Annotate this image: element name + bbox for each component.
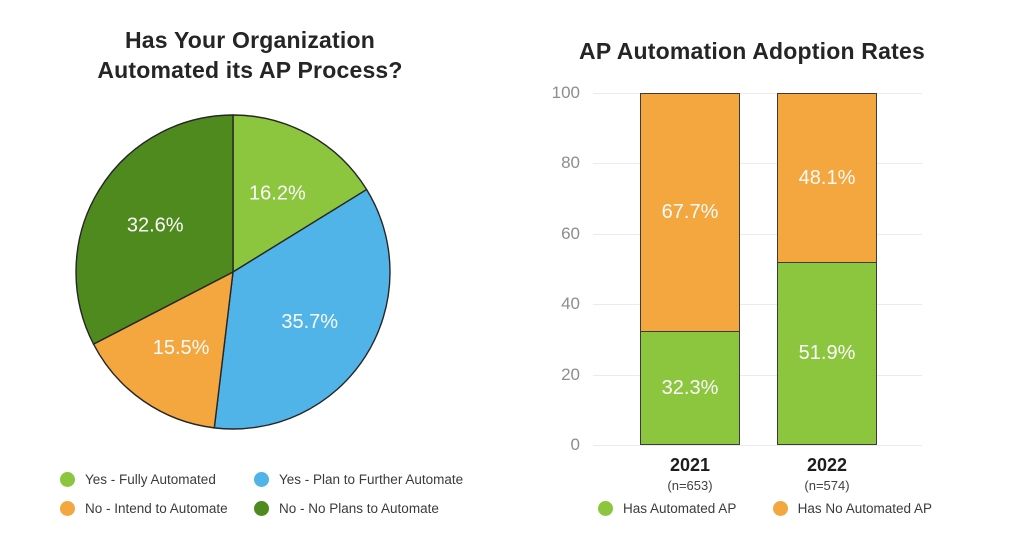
- bar-segment-value-label: 51.9%: [798, 342, 856, 365]
- y-axis-tick-40: 40: [561, 294, 580, 314]
- bar-segment-value-label: 32.3%: [661, 376, 719, 399]
- bar-legend-dot-icon: [598, 501, 613, 516]
- bar-segment-2021-not-automated: 67.7%: [640, 93, 740, 332]
- pie-slice-value-label: 35.7%: [281, 311, 338, 333]
- pie-slice-value-label: 32.6%: [127, 215, 184, 237]
- pie-chart: 16.2% 35.7% 15.5% 32.6%: [75, 114, 391, 430]
- pie-slice-value-label: 15.5%: [153, 337, 210, 359]
- bar-segment-value-label: 67.7%: [661, 201, 719, 224]
- x-axis-year-2022: 2022: [806, 455, 848, 475]
- bar-chart-plot: 32.3% 67.7% 51.9% 48.1%: [593, 93, 922, 446]
- pie-legend-item-2: Yes - Plan to Further Automate: [254, 472, 463, 487]
- pie-legend-label: Yes - Fully Automated: [85, 472, 216, 487]
- pie-slice-4: [75, 114, 234, 345]
- x-axis-sample-size-2021: (n=653): [667, 478, 713, 493]
- pie-slice-3: [92, 271, 234, 429]
- y-axis-tick-20: 20: [561, 364, 580, 384]
- bar-legend-label: Has No Automated AP: [797, 501, 932, 516]
- bar-segment-value-label: 48.1%: [798, 166, 856, 189]
- pie-chart-legend: Yes - Fully Automated Yes - Plan to Furth…: [60, 472, 463, 516]
- bar-segment-2021-automated: 32.3%: [640, 331, 740, 445]
- pie-legend-label: Yes - Plan to Further Automate: [279, 472, 464, 487]
- gridline-0: [593, 445, 922, 446]
- pie-slice-1: [232, 114, 368, 273]
- y-axis-tick-0: 0: [570, 435, 580, 454]
- bar-legend-dot-icon: [772, 501, 788, 516]
- pie-legend-label: No - Intend to Automate: [85, 501, 228, 516]
- pie-legend-dot-icon: [60, 501, 75, 516]
- pie-chart-title: Has Your Organization Automated its AP P…: [30, 25, 470, 85]
- gridline-20: [593, 374, 922, 376]
- bar-chart-y-axis: 0 20 40 60 80 100: [532, 83, 580, 454]
- pie-legend-item-3: No - Intend to Automate: [60, 501, 254, 516]
- bar-chart-title: AP Automation Adoption Rates: [579, 38, 925, 64]
- bar-legend-item-1: Has Automated AP: [598, 501, 736, 516]
- pie-chart-title-line-2: Automated its AP Process?: [97, 57, 403, 83]
- bar-segment-2022-not-automated: 48.1%: [777, 93, 877, 263]
- gridline-100: [593, 93, 922, 94]
- pie-legend-dot-icon: [254, 501, 269, 516]
- x-axis-year-2021: 2021: [669, 455, 711, 475]
- x-axis-sample-size-2022: (n=574): [804, 478, 850, 493]
- x-axis-label-2022: 2022 (n=574): [777, 455, 877, 493]
- pie-slice-2: [213, 188, 391, 430]
- gridline-60: [593, 233, 922, 235]
- pie-slice-value-label: 16.2%: [249, 183, 306, 205]
- gridline-40: [593, 304, 922, 306]
- pie-legend-label: No - No Plans to Automate: [279, 501, 439, 516]
- bar-segment-2022-automated: 51.9%: [777, 262, 877, 445]
- pie-legend-item-4: No - No Plans to Automate: [254, 501, 463, 516]
- y-axis-tick-100: 100: [551, 83, 580, 102]
- bar-legend-item-2: Has No Automated AP: [772, 501, 932, 516]
- y-axis-tick-80: 80: [561, 153, 580, 173]
- pie-legend-item-1: Yes - Fully Automated: [60, 472, 254, 487]
- pie-chart-title-line-1: Has Your Organization: [124, 27, 375, 53]
- pie-legend-dot-icon: [60, 472, 75, 487]
- pie-legend-dot-icon: [254, 472, 269, 487]
- gridline-80: [593, 163, 922, 165]
- y-axis-tick-60: 60: [561, 223, 580, 243]
- x-axis-label-2021: 2021 (n=653): [640, 455, 740, 493]
- bar-legend-label: Has Automated AP: [623, 501, 737, 516]
- bar-chart-legend: Has Automated AP Has No Automated AP: [598, 501, 932, 516]
